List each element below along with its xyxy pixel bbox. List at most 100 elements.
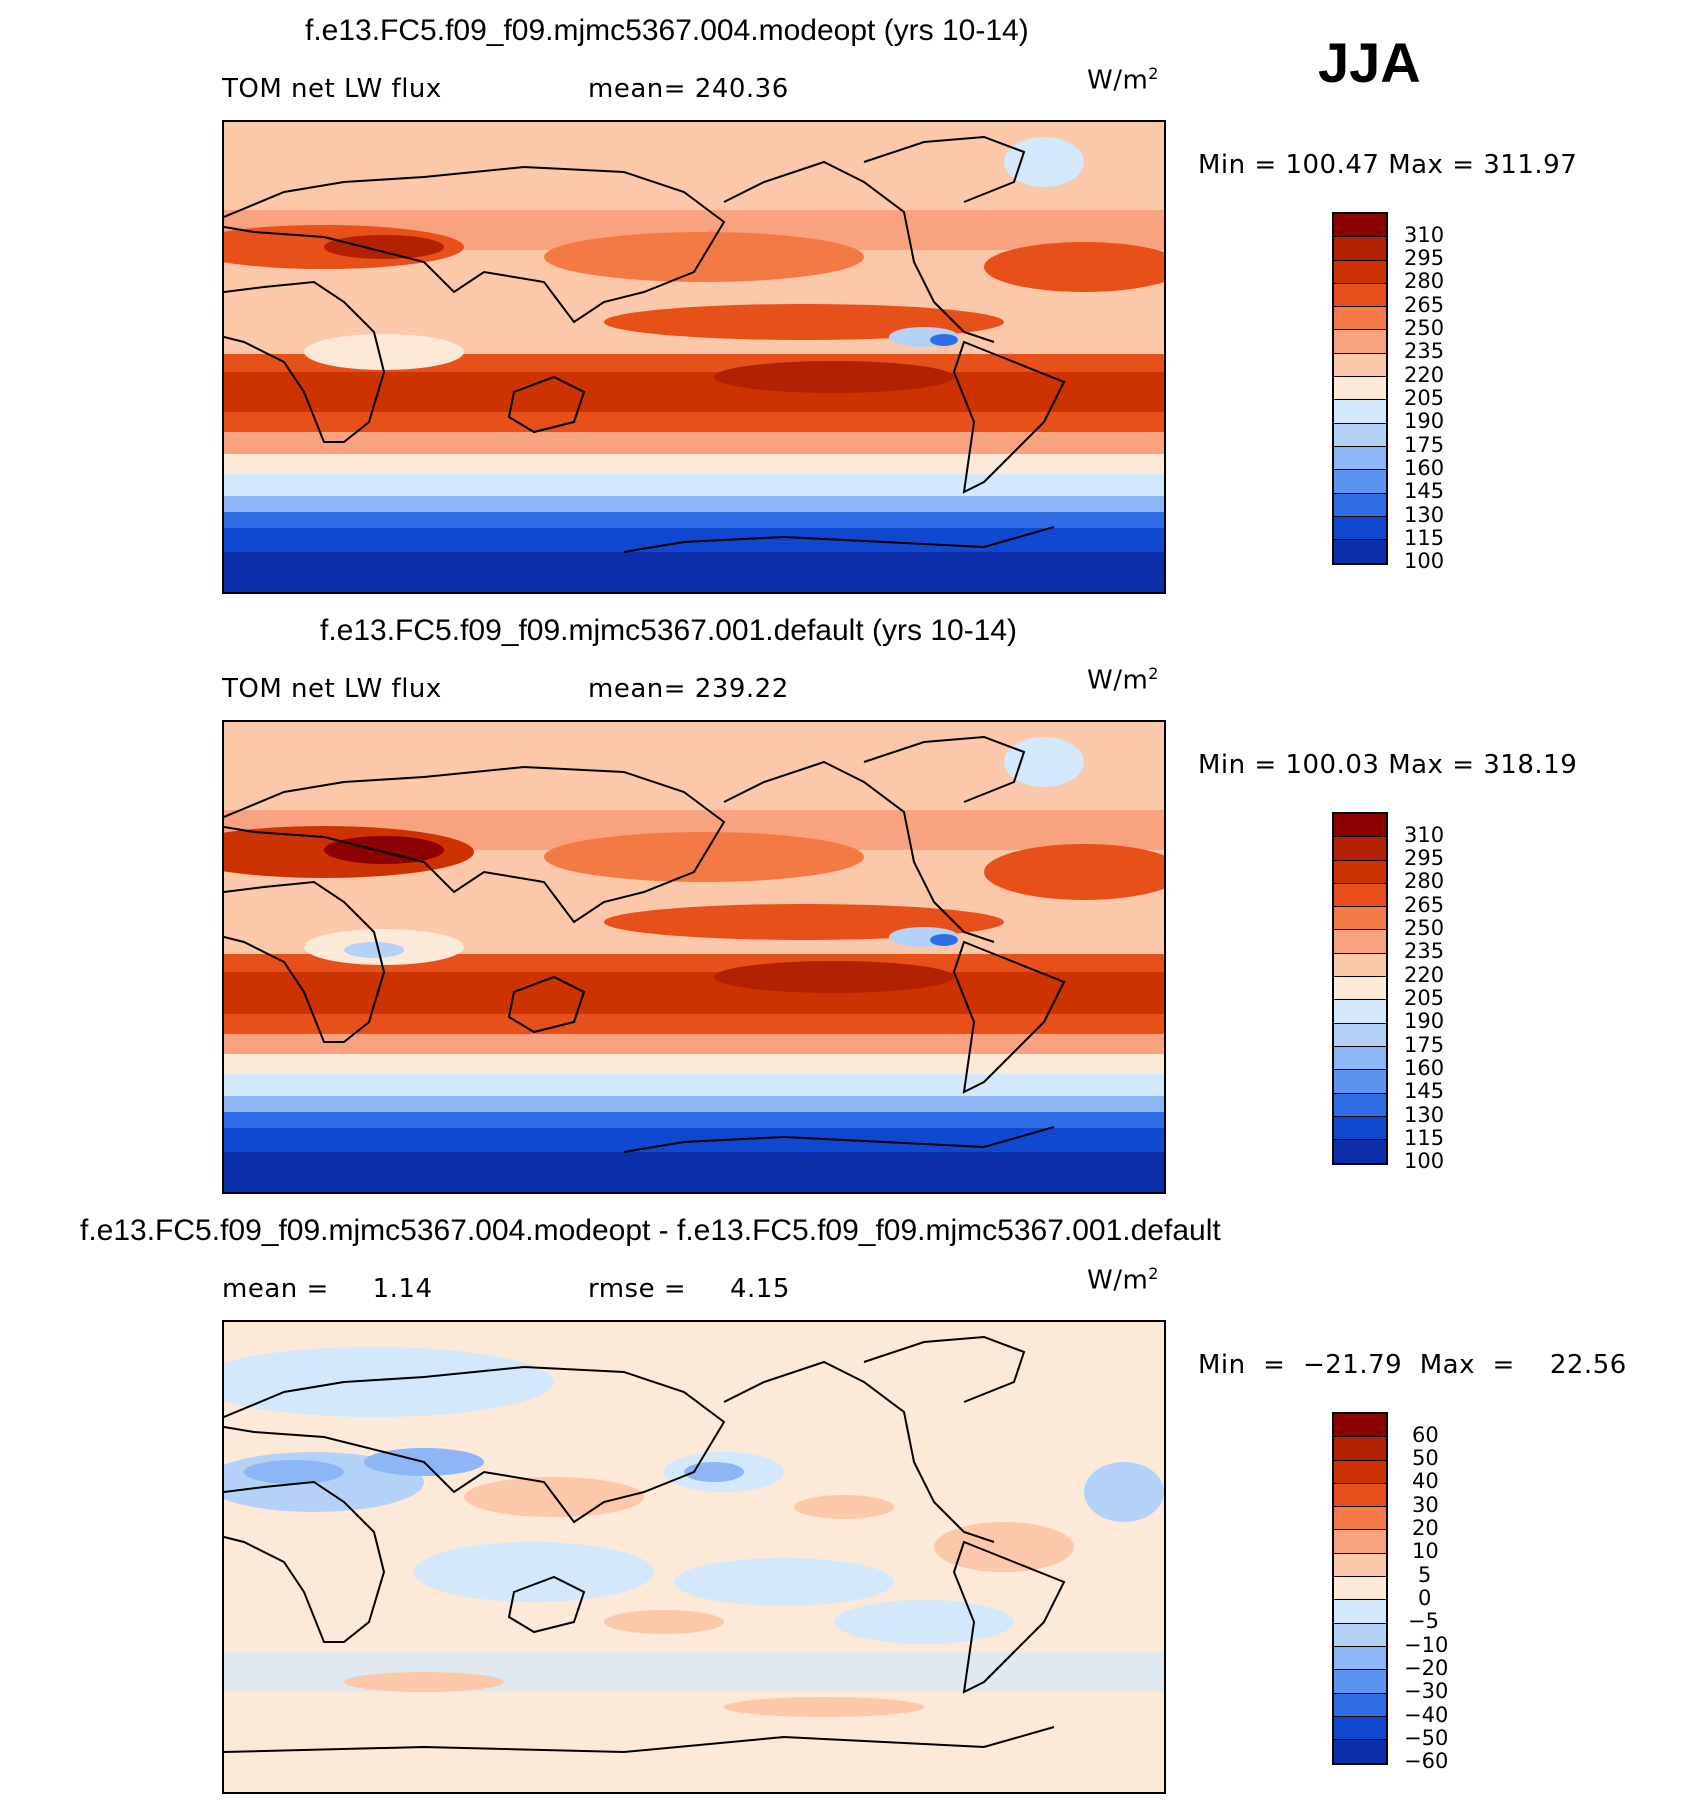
colorbar-segment: [1334, 470, 1386, 494]
panel1-mean-label: mean= 240.36: [588, 74, 789, 104]
colorbar-segment: [1334, 814, 1386, 838]
colorbar-segment: [1334, 1716, 1386, 1741]
panel2-contour-field: [224, 722, 1164, 1192]
panel1-map: [222, 120, 1166, 594]
colorbar-segment: [1334, 283, 1386, 308]
colorbar-segment: [1334, 1116, 1386, 1141]
colorbar-label: 205: [1404, 986, 1445, 1010]
colorbar-label: 220: [1404, 363, 1445, 387]
colorbar-label: 265: [1404, 893, 1445, 917]
panel1-minmax: Min = 100.47 Max = 311.97: [1198, 150, 1578, 180]
panel3-mean-label: mean = 1.14: [222, 1274, 433, 1304]
panel3-units: W/m2: [1087, 1264, 1159, 1296]
panel3-map: [222, 1320, 1166, 1794]
colorbar-label: 40: [1412, 1469, 1439, 1493]
colorbar-segment: [1334, 1000, 1386, 1024]
colorbar-label: 5: [1418, 1563, 1432, 1587]
colorbar-segment: [1334, 1046, 1386, 1071]
colorbar-label: −20: [1404, 1656, 1449, 1680]
colorbar-segment: [1334, 977, 1386, 1001]
colorbar-label: −10: [1404, 1633, 1449, 1657]
colorbar-segment: [1334, 883, 1386, 908]
colorbar-segment: [1334, 377, 1386, 401]
colorbar-label: 145: [1404, 1079, 1445, 1103]
colorbar-label: −30: [1404, 1679, 1449, 1703]
colorbar-label: 190: [1404, 409, 1445, 433]
colorbar-label: 250: [1404, 316, 1445, 340]
colorbar-label: 115: [1404, 526, 1445, 550]
colorbar-segment: [1334, 1577, 1386, 1601]
colorbar-label: 205: [1404, 386, 1445, 410]
colorbar-segment: [1334, 1553, 1386, 1578]
panel1-colorbar: [1332, 212, 1388, 566]
colorbar-label: 160: [1404, 456, 1445, 480]
colorbar-label: 60: [1412, 1423, 1439, 1447]
colorbar-segment: [1334, 446, 1386, 471]
colorbar-segment: [1334, 260, 1386, 284]
colorbar-segment: [1334, 214, 1386, 238]
colorbar-segment: [1334, 930, 1386, 954]
colorbar-segment: [1334, 907, 1386, 931]
colorbar-label: 130: [1404, 1103, 1445, 1127]
panel1-units: W/m2: [1087, 64, 1159, 96]
colorbar-segment: [1334, 1623, 1386, 1647]
colorbar-label: 30: [1412, 1493, 1439, 1517]
colorbar-label: −40: [1404, 1703, 1449, 1727]
colorbar-segment: [1334, 1740, 1386, 1764]
colorbar-segment: [1334, 423, 1386, 447]
colorbar-label: 295: [1404, 846, 1445, 870]
colorbar-label: 10: [1412, 1539, 1439, 1563]
colorbar-segment: [1334, 837, 1386, 861]
colorbar-label: 130: [1404, 503, 1445, 527]
colorbar-segment: [1334, 1070, 1386, 1094]
colorbar-segment: [1334, 516, 1386, 541]
colorbar-segment: [1334, 1646, 1386, 1671]
colorbar-segment: [1334, 860, 1386, 884]
panel3-title: f.e13.FC5.f09_f09.mjmc5367.004.modeopt -…: [80, 1214, 1221, 1247]
colorbar-segment: [1334, 1460, 1386, 1484]
colorbar-segment: [1334, 1437, 1386, 1461]
colorbar-label: 175: [1404, 433, 1445, 457]
colorbar-segment: [1334, 1093, 1386, 1117]
panel3-colorbar: [1332, 1412, 1388, 1766]
colorbar-label: 235: [1404, 339, 1445, 363]
colorbar-label: −50: [1404, 1726, 1449, 1750]
colorbar-segment: [1334, 330, 1386, 354]
colorbar-label: 115: [1404, 1126, 1445, 1150]
colorbar-label: 235: [1404, 939, 1445, 963]
colorbar-label: 100: [1404, 549, 1445, 573]
panel2-mean-label: mean= 239.22: [588, 674, 789, 704]
colorbar-segment: [1334, 1693, 1386, 1717]
colorbar-segment: [1334, 493, 1386, 517]
colorbar-segment: [1334, 307, 1386, 331]
colorbar-label: 265: [1404, 293, 1445, 317]
panel2-minmax: Min = 100.03 Max = 318.19: [1198, 750, 1578, 780]
colorbar-label: 220: [1404, 963, 1445, 987]
colorbar-label: 310: [1404, 223, 1445, 247]
panel3-contour-field: [224, 1322, 1164, 1792]
colorbar-label: 280: [1404, 269, 1445, 293]
panel3-rmse-label: rmse = 4.15: [588, 1274, 790, 1304]
colorbar-segment: [1334, 540, 1386, 564]
colorbar-segment: [1334, 353, 1386, 378]
colorbar-segment: [1334, 1600, 1386, 1624]
colorbar-label: 50: [1412, 1446, 1439, 1470]
colorbar-segment: [1334, 1483, 1386, 1508]
colorbar-label: 310: [1404, 823, 1445, 847]
colorbar-label: 160: [1404, 1056, 1445, 1080]
colorbar-segment: [1334, 953, 1386, 978]
colorbar-label: 145: [1404, 479, 1445, 503]
panel1-variable-label: TOM net LW flux: [222, 74, 442, 104]
colorbar-label: 190: [1404, 1009, 1445, 1033]
panel2-colorbar: [1332, 812, 1388, 1166]
panel2-map: [222, 720, 1166, 1194]
colorbar-label: 175: [1404, 1033, 1445, 1057]
colorbar-label: −5: [1408, 1609, 1439, 1633]
panel2-variable-label: TOM net LW flux: [222, 674, 442, 704]
panel1-contour-field: [224, 122, 1164, 592]
colorbar-label: −60: [1404, 1749, 1449, 1773]
colorbar-segment: [1334, 1414, 1386, 1438]
colorbar-label: 280: [1404, 869, 1445, 893]
colorbar-segment: [1334, 237, 1386, 261]
colorbar-label: 250: [1404, 916, 1445, 940]
